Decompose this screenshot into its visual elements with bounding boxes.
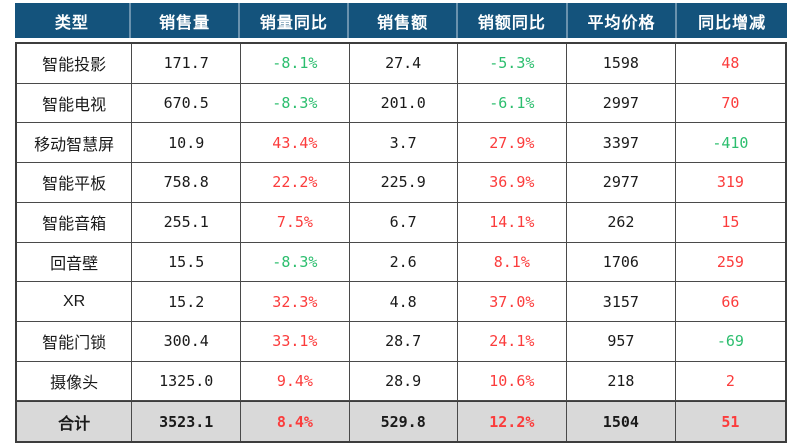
volume-yoy-cell: -8.3% [241,242,350,282]
column-header-sales-volume: 销售量 [131,3,241,38]
volume-yoy-cell: 8.4% [241,402,350,442]
sales-volume-cell: 1325.0 [132,361,242,401]
table-row: 智能电视 670.5 -8.3% 201.0 -6.1% 2997 70 [17,83,785,124]
type-cell: 移动智慧屏 [17,123,133,163]
sales-amount-cell: 6.7 [350,202,458,242]
sales-amount-cell: 225.9 [350,163,458,202]
volume-yoy-cell: 9.4% [241,361,350,401]
volume-yoy-cell: 22.2% [241,163,350,202]
table-row: 智能投影 171.7 -8.1% 27.4 -5.3% 1598 48 [17,44,785,84]
type-cell: 智能音箱 [17,202,133,242]
type-cell: 合计 [17,402,133,442]
yoy-change-cell: 51 [721,412,740,431]
amount-yoy-cell: 37.0% [458,282,567,321]
sales-amount-cell: 2.6 [350,242,458,282]
sales-table: 类型 销售量 销量同比 销售额 销额同比 平均价格 同比增减 智能投影 171.… [15,3,787,443]
amount-yoy-cell: 24.1% [458,321,567,361]
avg-price-cell: 1706 [567,242,676,282]
amount-yoy-cell: -5.3% [458,44,567,83]
avg-price-cell: 3157 [567,282,676,321]
type-cell: 摄像头 [17,361,133,401]
sales-volume-cell: 10.9 [132,123,242,163]
sales-volume-cell: 758.8 [132,163,242,202]
yoy-change-cell: 2 [725,371,735,390]
sales-volume-cell: 255.1 [132,202,242,242]
amount-yoy-cell: 8.1% [458,242,567,282]
column-header-type: 类型 [15,3,131,38]
sales-amount-cell: 27.4 [350,44,458,83]
type-cell: 智能投影 [17,44,133,83]
table-row: XR 15.2 32.3% 4.8 37.0% 3157 66 [17,282,785,322]
amount-yoy-cell: 27.9% [458,123,567,163]
volume-yoy-cell: 33.1% [241,321,350,361]
amount-yoy-cell: 36.9% [458,163,567,202]
volume-yoy-cell: 7.5% [241,202,350,242]
column-header-avg-price: 平均价格 [568,3,678,38]
table-row: 移动智慧屏 10.9 43.4% 3.7 27.9% 3397 -410 [17,123,785,164]
yoy-change-cell: -69 [716,332,744,351]
type-cell: 智能平板 [17,163,133,202]
amount-yoy-cell: -6.1% [458,83,567,123]
sales-amount-cell: 3.7 [350,123,458,163]
sales-amount-cell: 201.0 [350,83,458,123]
type-cell: 智能电视 [17,83,133,123]
table-row: 摄像头 1325.0 9.4% 28.9 10.6% 218 2 [17,361,785,402]
table-row: 智能门锁 300.4 33.1% 28.7 24.1% 957 -69 [17,321,785,362]
volume-yoy-cell: -8.1% [241,44,350,83]
table-row: 智能平板 758.8 22.2% 225.9 36.9% 2977 319 [17,163,785,203]
column-header-yoy-change: 同比增减 [698,14,767,32]
table-body: 智能投影 171.7 -8.1% 27.4 -5.3% 1598 48 智能电视… [15,42,787,443]
yoy-change-cell: -410 [712,133,749,152]
sales-volume-cell: 171.7 [132,44,242,83]
sales-volume-cell: 15.5 [132,242,242,282]
avg-price-cell: 2977 [567,163,676,202]
sales-volume-cell: 15.2 [132,282,242,321]
yoy-change-cell: 259 [716,252,744,271]
sales-volume-cell: 670.5 [132,83,242,123]
avg-price-cell: 1504 [567,402,676,442]
amount-yoy-cell: 10.6% [458,361,567,401]
amount-yoy-cell: 12.2% [458,402,567,442]
volume-yoy-cell: -8.3% [241,83,350,123]
sales-amount-cell: 28.7 [350,321,458,361]
sales-amount-cell: 4.8 [350,282,458,321]
type-cell: 智能门锁 [17,321,133,361]
type-cell: 回音壁 [17,242,133,282]
avg-price-cell: 1598 [567,44,676,83]
type-cell: XR [17,282,133,321]
avg-price-cell: 957 [567,321,676,361]
sales-volume-cell: 300.4 [132,321,242,361]
avg-price-cell: 218 [567,361,676,401]
sales-amount-cell: 28.9 [350,361,458,401]
amount-yoy-cell: 14.1% [458,202,567,242]
avg-price-cell: 262 [567,202,676,242]
table-row: 合计 3523.1 8.4% 529.8 12.2% 1504 51 [17,401,785,442]
volume-yoy-cell: 43.4% [241,123,350,163]
sales-amount-cell: 529.8 [350,402,458,442]
volume-yoy-cell: 32.3% [241,282,350,321]
table-header-row: 类型 销售量 销量同比 销售额 销额同比 平均价格 同比增减 [15,3,787,38]
column-header-sales-amount: 销售额 [349,3,459,38]
column-header-amount-yoy: 销额同比 [458,3,568,38]
yoy-change-cell: 48 [721,54,740,73]
yoy-change-cell: 70 [721,94,740,113]
avg-price-cell: 3397 [567,123,676,163]
table-row: 回音壁 15.5 -8.3% 2.6 8.1% 1706 259 [17,242,785,283]
table-row: 智能音箱 255.1 7.5% 6.7 14.1% 262 15 [17,202,785,243]
sales-volume-cell: 3523.1 [132,402,242,442]
yoy-change-cell: 319 [716,173,744,192]
column-header-volume-yoy: 销量同比 [240,3,350,38]
yoy-change-cell: 66 [721,292,740,311]
yoy-change-cell: 15 [721,213,740,232]
avg-price-cell: 2997 [567,83,676,123]
